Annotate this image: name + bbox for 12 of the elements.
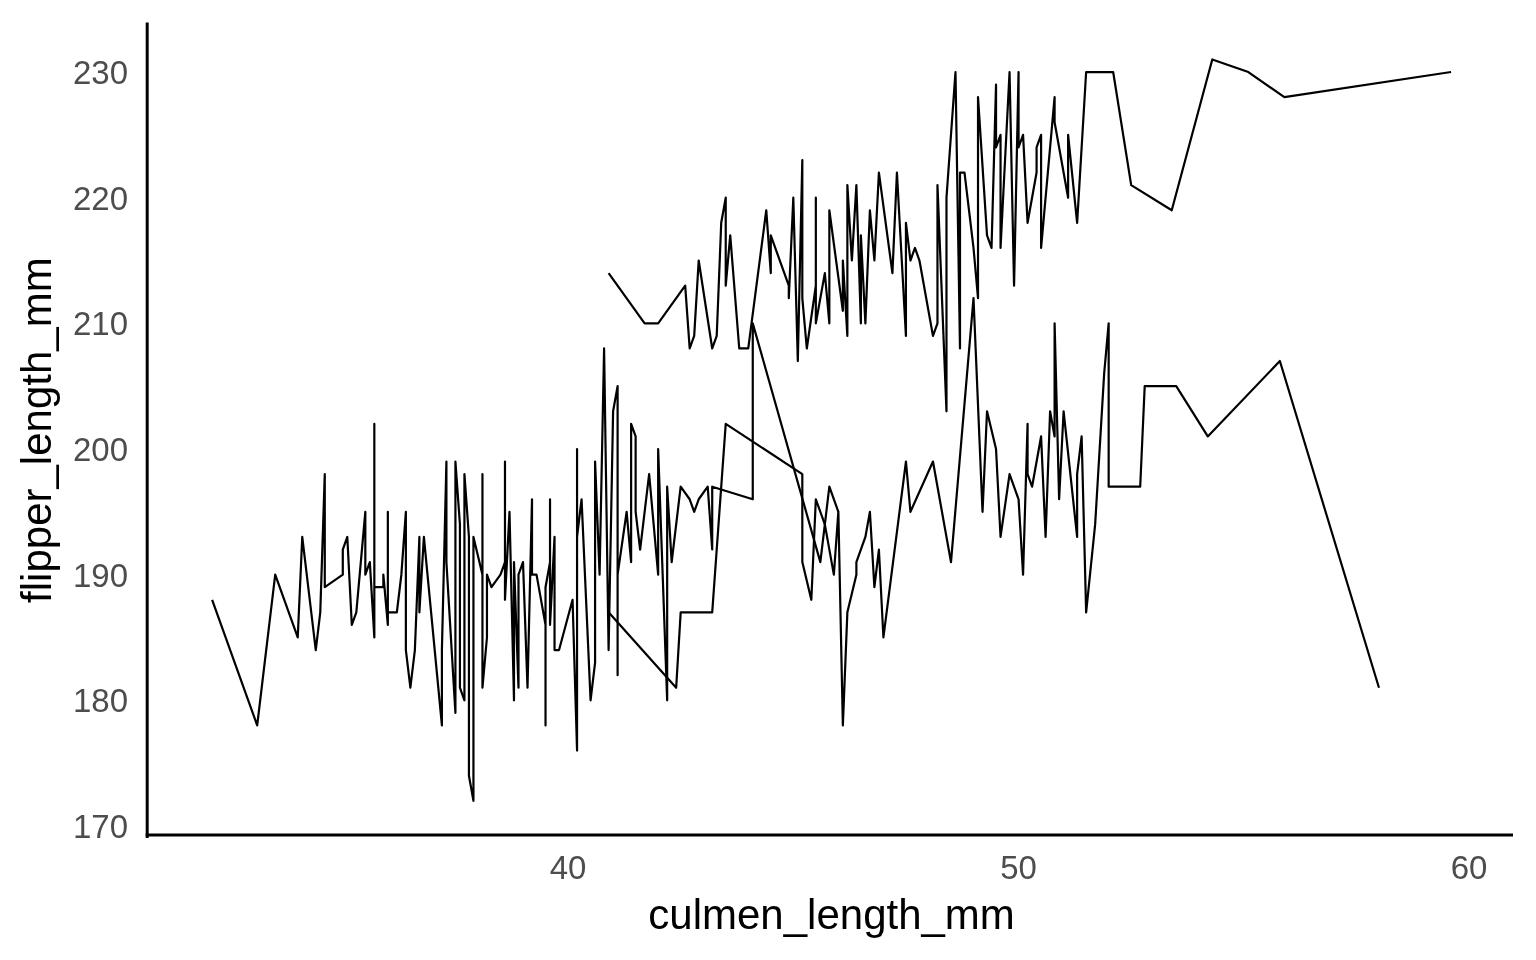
y-tick-label: 180 (72, 682, 128, 720)
y-axis-title: flipper_length_mm (13, 257, 60, 603)
y-tick-label: 230 (72, 53, 128, 91)
x-tick-label: 60 (1450, 849, 1488, 886)
x-tick-label: 40 (549, 849, 587, 886)
y-tick-label: 210 (72, 305, 128, 343)
y-tick-label: 170 (72, 807, 128, 845)
y-tick-label: 220 (72, 179, 128, 217)
y-tick-label: 190 (72, 556, 128, 594)
y-tick-label: 200 (72, 430, 128, 468)
x-axis-title: culmen_length_mm (648, 891, 1015, 938)
x-tick-label: 50 (1000, 849, 1037, 886)
